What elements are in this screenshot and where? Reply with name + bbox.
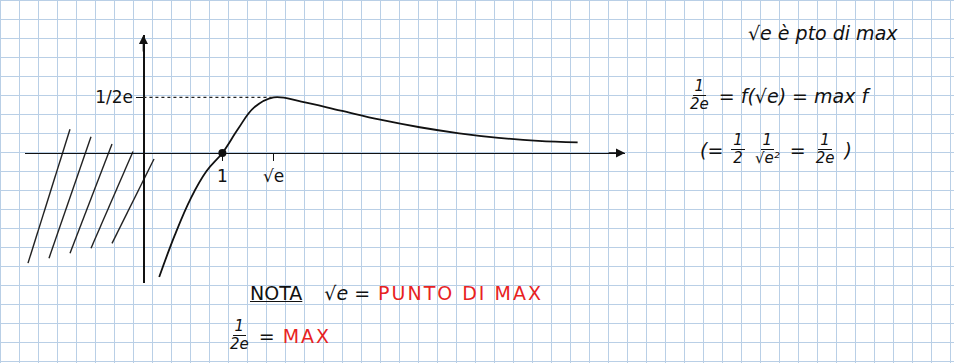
html-text:= f(√e) = max f: = f(√e) = max f [718,84,869,107]
html-text:1: 1 [820,131,830,149]
html-text:= MAX: = MAX [258,324,332,347]
html-text:1: 1 [234,317,245,335]
html-text:√e = PUNTO DI MAX: √e = PUNTO DI MAX [324,282,543,304]
html-text:2e: 2e [230,335,249,353]
html-text:2: 2 [733,149,743,167]
svg-text:1/2e: 1/2e [95,87,133,107]
html-text:1: 1 [733,131,743,149]
html-text:1: 1 [694,77,705,95]
html-text:2e: 2e [815,149,835,167]
svg-text:√e: √e [263,166,284,186]
svg-text:1: 1 [217,166,228,186]
html-text:NOTA: NOTA [250,282,303,304]
html-text:√e²: √e² [754,149,780,167]
html-text:1: 1 [762,131,773,149]
html-text:√e è pto di max: √e è pto di max [748,22,898,44]
html-text:2e: 2e [690,95,709,113]
